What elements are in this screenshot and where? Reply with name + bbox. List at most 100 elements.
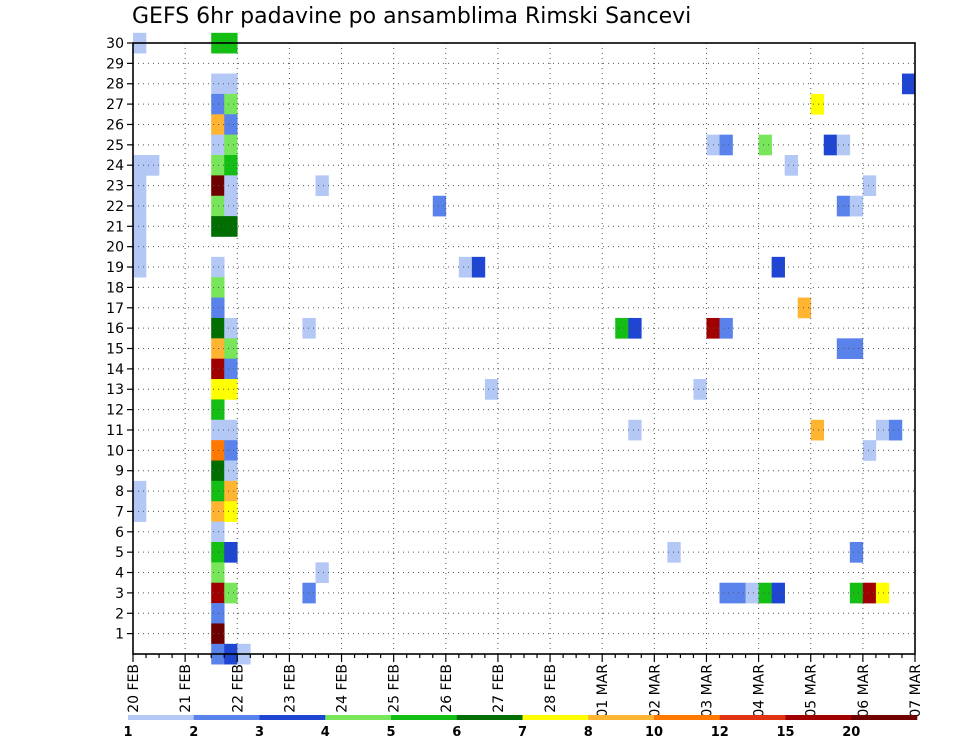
heatmap-cell [224,317,238,339]
x-tick-label: 27 FEB [491,664,507,713]
y-tick-label: 28 [106,77,124,93]
heatmap-cell [875,582,890,604]
heatmap-cell [133,175,147,197]
legend-label: 10 [645,725,663,740]
legend-label: 8 [584,725,593,740]
heatmap-cell [211,216,225,237]
y-tick-label: 14 [106,362,124,378]
heatmap-cell [224,379,238,400]
heatmap-cell [224,114,238,135]
y-tick-label: 22 [106,199,124,215]
legend-color-swatch [851,715,918,720]
legend-color-swatch [588,715,655,720]
heatmap-cell [862,440,877,461]
y-tick-label: 21 [106,219,124,235]
y-tick-label: 20 [106,240,124,256]
legend-label: 20 [842,725,860,740]
heatmap-cell [211,256,225,278]
heatmap-cell [133,195,147,217]
y-tick-label: 12 [106,403,124,419]
legend-color-swatch [456,715,523,720]
x-tick-label: 23 FEB [282,664,298,713]
heatmap-cell [211,419,225,441]
heatmap-cell [224,134,238,156]
heatmap-cell [458,256,473,278]
x-tick-label: 01 MAR [595,664,611,718]
heatmap-cell [211,562,225,584]
heatmap-cell [224,358,238,380]
heatmap-cell [862,582,877,604]
y-tick-label: 25 [106,138,124,154]
heatmap-cell [719,582,733,604]
heatmap-cell [315,175,329,197]
legend-color-swatch [325,715,392,720]
heatmap-cell [211,358,225,380]
heatmap-cell [628,419,642,441]
chart-title: GEFS 6hr padavine po ansamblima Rimski S… [132,4,692,29]
heatmap-cell [732,582,746,604]
y-tick-label: 23 [106,179,124,195]
y-tick-label: 5 [115,545,124,561]
legend-label: 7 [518,725,527,740]
heatmap-cell [211,623,225,645]
legend-label: 15 [776,725,794,740]
heatmap-cell [810,93,825,115]
legend-color-swatch [719,715,786,720]
heatmap-cell [745,582,759,604]
heatmap-cell [211,114,225,135]
y-tick-label: 10 [106,443,124,459]
heatmap-cell [211,317,225,339]
heatmap-cell [224,501,238,522]
heatmap-cell [224,73,238,95]
heatmap-cell [784,155,798,176]
y-tick-label: 3 [115,586,124,602]
heatmap-cell [211,195,225,217]
y-tick-label: 16 [106,321,124,337]
x-tick-label: 03 MAR [699,664,715,718]
heatmap-cell [849,582,864,604]
heatmap-cell [211,521,225,543]
y-tick-label: 7 [115,504,124,520]
heatmap-cell [693,379,707,400]
heatmap-cell [628,317,642,339]
y-tick-label: 11 [106,423,124,439]
y-tick-label: 9 [115,464,124,480]
y-tick-label: 2 [115,606,124,622]
heatmap-cell [211,399,225,421]
heatmap-cell [224,460,238,482]
y-tick-label: 4 [115,566,124,582]
heatmap-cell [224,155,238,176]
y-tick-label: 13 [106,382,124,398]
heatmap-cell [224,419,238,441]
heatmap-cell [302,582,316,604]
heatmap-cell [224,440,238,461]
heatmap-cell [224,338,238,359]
heatmap-cell [211,440,225,461]
heatmap-cell [615,317,629,339]
x-tick-label: 07 MAR [908,664,924,718]
heatmap-cell [211,603,225,624]
heatmap-cell [133,155,147,176]
heatmap-cell [224,216,238,237]
legend-color-swatch [522,715,589,720]
x-tick-label: 28 FEB [543,664,559,713]
y-tick-label: 8 [115,484,124,500]
x-tick-label: 22 FEB [230,664,246,713]
legend-color-swatch [785,715,852,720]
y-tick-label: 30 [106,36,124,52]
legend-label: 3 [255,725,264,740]
heatmap-cell [758,582,772,604]
heatmap-cell [719,317,733,339]
y-tick-label: 15 [106,342,124,358]
heatmap-cell [224,93,238,115]
heatmap-cell [849,195,864,217]
legend-label: 1 [123,725,132,740]
heatmap-cell [211,155,225,176]
heatmap-cell [484,379,499,400]
legend-color-swatch [391,715,458,720]
legend-label: 4 [321,725,330,740]
heatmap-cell [211,379,225,400]
heatmap-cell [862,175,877,197]
